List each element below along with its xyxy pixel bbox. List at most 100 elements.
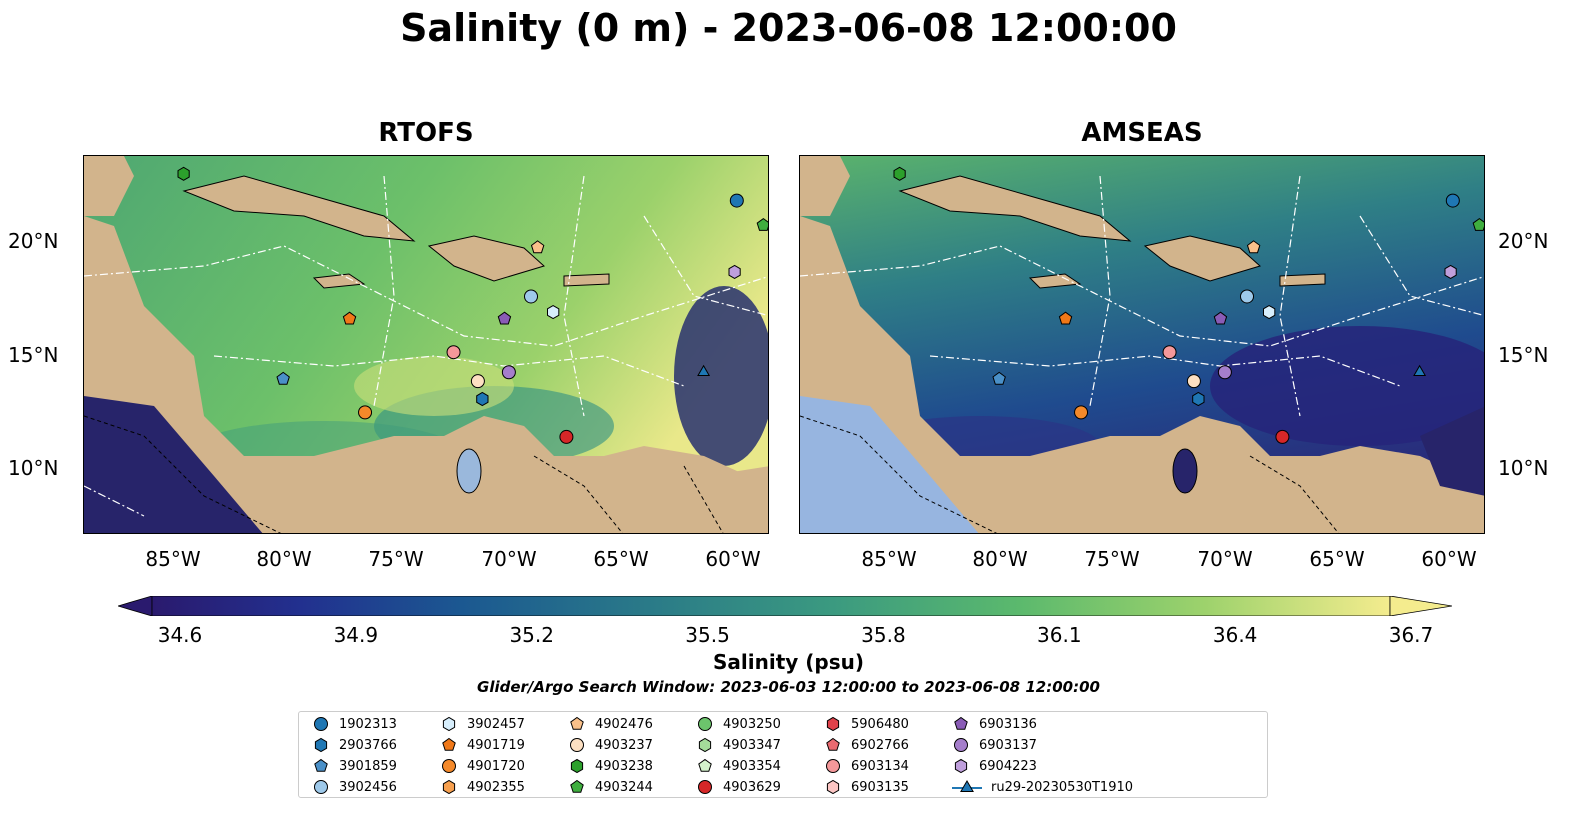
legend-marker-icon — [954, 738, 968, 752]
legend-label: 6904223 — [979, 758, 1037, 774]
legend-marker-icon — [570, 779, 584, 793]
station-marker-6903134[interactable] — [446, 345, 461, 360]
lat-tick-label: 20°N — [8, 229, 59, 253]
legend-marker-icon — [698, 780, 712, 794]
legend-label: 4901720 — [467, 758, 525, 774]
legend-label: 3901859 — [339, 758, 397, 774]
station-markers — [177, 166, 769, 444]
station-marker-1902313[interactable] — [729, 193, 744, 208]
station-marker-4901719[interactable] — [342, 311, 357, 325]
station-marker-1902313[interactable] — [1445, 193, 1460, 208]
lon-tick-label: 60°W — [1421, 547, 1477, 571]
station-marker-3902456[interactable] — [1240, 289, 1255, 304]
legend-marker-icon — [826, 716, 840, 732]
map-rtofs[interactable] — [83, 155, 769, 534]
legend-entry: 3901859 — [311, 756, 397, 776]
panel-title-amseas: AMSEAS — [1081, 118, 1203, 148]
station-marker-4901720[interactable] — [358, 405, 373, 420]
legend-label: 4903238 — [595, 758, 653, 774]
station-marker-3901859[interactable] — [992, 371, 1006, 385]
legend-label: 4901719 — [467, 737, 525, 753]
lon-tick-label: 85°W — [145, 547, 201, 571]
legend-marker-icon — [952, 780, 982, 792]
station-marker-6903137[interactable] — [501, 365, 516, 380]
legend-marker-icon — [954, 716, 968, 730]
legend-entry: 5906480 — [823, 714, 909, 734]
station-marker-2903766[interactable] — [476, 391, 489, 407]
colorbar-tick-label: 35.2 — [509, 623, 554, 647]
legend-label: 6903134 — [851, 758, 909, 774]
map-amseas[interactable] — [799, 155, 1485, 534]
legend-entry: 6904223 — [951, 756, 1037, 776]
legend-entry: 4902476 — [567, 714, 653, 734]
colorbar — [118, 596, 1452, 616]
lon-tick-label: 60°W — [705, 547, 761, 571]
legend-marker-icon — [954, 758, 968, 774]
legend-marker-icon — [442, 716, 456, 732]
legend-marker-icon — [442, 779, 456, 795]
station-marker-6903137[interactable] — [1217, 365, 1232, 380]
station-marker-4901720[interactable] — [1074, 405, 1089, 420]
legend-entry: 4903354 — [695, 756, 781, 776]
station-marker-6903136[interactable] — [497, 311, 512, 325]
lat-tick-label: 15°N — [8, 343, 59, 367]
lat-tick-label: 15°N — [1498, 343, 1549, 367]
colorbar-tick-label: 34.6 — [157, 623, 203, 647]
legend-marker-icon — [826, 779, 840, 795]
station-marker-6903134[interactable] — [1162, 345, 1177, 360]
legend-entry: 4902355 — [439, 777, 525, 797]
legend-entry: 6903134 — [823, 756, 909, 776]
station-marker-6904223[interactable] — [728, 264, 741, 279]
figure-title: Salinity (0 m) - 2023-06-08 12:00:00 — [400, 6, 1177, 50]
station-marker-4901719[interactable] — [1058, 311, 1073, 325]
station-marker-6903136[interactable] — [1213, 311, 1228, 325]
station-marker-3901859[interactable] — [276, 371, 290, 385]
colorbar-tick-label: 36.1 — [1037, 623, 1082, 647]
station-marker-3902456[interactable] — [524, 289, 539, 304]
legend-label: 4902476 — [595, 716, 653, 732]
station-marker-4902476[interactable] — [530, 240, 545, 254]
legend-label: 4903347 — [723, 737, 781, 753]
station-marker-4902476[interactable] — [1246, 240, 1261, 254]
legend-marker-icon — [826, 737, 840, 751]
station-marker-4903238[interactable] — [177, 166, 190, 181]
legend-marker-icon — [570, 758, 584, 774]
legend-marker-icon — [698, 758, 712, 772]
station-marker-6904223[interactable] — [1444, 264, 1457, 279]
station-marker-3902457[interactable] — [1263, 305, 1276, 320]
legend-entry: 4903244 — [567, 777, 653, 797]
station-marker-4903237[interactable] — [1186, 374, 1201, 389]
legend-label: 6903136 — [979, 716, 1037, 732]
station-marker-4903629[interactable] — [1275, 429, 1290, 444]
station-marker-4903244[interactable] — [756, 217, 769, 231]
legend-marker-icon — [826, 759, 840, 773]
lon-tick-label: 80°W — [972, 547, 1028, 571]
station-marker-4903629[interactable] — [559, 429, 574, 444]
colorbar-label: Salinity (psu) — [712, 650, 864, 674]
legend-label: 4903354 — [723, 758, 781, 774]
legend-label: 6902766 — [851, 737, 909, 753]
lon-tick-label: 80°W — [256, 547, 312, 571]
legend-label: 2903766 — [339, 737, 397, 753]
station-marker-4903237[interactable] — [470, 374, 485, 389]
legend-label: 6903137 — [979, 737, 1037, 753]
colorbar-tick-label: 35.5 — [685, 623, 730, 647]
legend-entry: 4903237 — [567, 735, 653, 755]
legend-label: 4903237 — [595, 737, 653, 753]
legend-entry: 4903347 — [695, 735, 781, 755]
legend-label: 3902457 — [467, 716, 525, 732]
station-marker-2903766[interactable] — [1192, 391, 1205, 407]
lon-tick-label: 70°W — [1197, 547, 1253, 571]
station-marker-3902457[interactable] — [547, 305, 560, 320]
lat-tick-label: 20°N — [1498, 229, 1549, 253]
colorbar-tick-label: 36.7 — [1388, 623, 1434, 647]
legend-marker-icon — [442, 759, 456, 773]
station-marker-4903238[interactable] — [893, 166, 906, 181]
legend-entry: 3902457 — [439, 714, 525, 734]
legend-label: 4903629 — [723, 779, 781, 795]
station-marker-4903244[interactable] — [1472, 217, 1485, 231]
station-marker-ru29-20230530T1910[interactable] — [697, 364, 711, 376]
legend-label: ru29-20230530T1910 — [991, 779, 1134, 795]
legend-label: 4903244 — [595, 779, 653, 795]
station-marker-ru29-20230530T1910[interactable] — [1413, 364, 1427, 376]
